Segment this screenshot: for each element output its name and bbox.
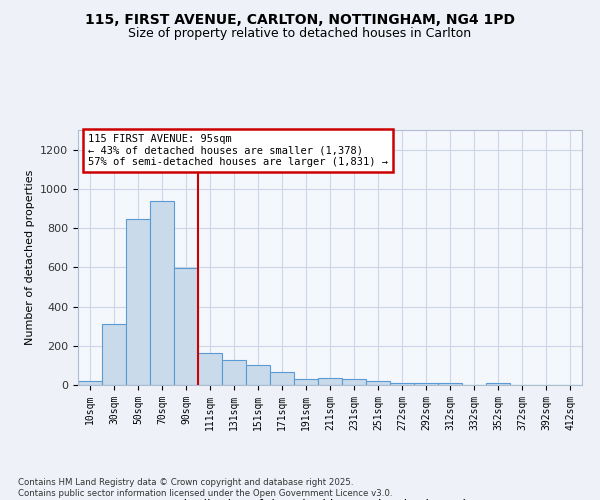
Text: 115 FIRST AVENUE: 95sqm
← 43% of detached houses are smaller (1,378)
57% of semi: 115 FIRST AVENUE: 95sqm ← 43% of detache… bbox=[88, 134, 388, 167]
Bar bbox=[294, 379, 318, 385]
Text: Size of property relative to detached houses in Carlton: Size of property relative to detached ho… bbox=[128, 28, 472, 40]
Text: Contains HM Land Registry data © Crown copyright and database right 2025.
Contai: Contains HM Land Registry data © Crown c… bbox=[18, 478, 392, 498]
Bar bbox=[438, 383, 462, 385]
Text: 115, FIRST AVENUE, CARLTON, NOTTINGHAM, NG4 1PD: 115, FIRST AVENUE, CARLTON, NOTTINGHAM, … bbox=[85, 12, 515, 26]
Bar bbox=[318, 378, 342, 385]
Bar bbox=[486, 383, 510, 385]
Bar bbox=[270, 372, 294, 385]
Bar bbox=[414, 383, 438, 385]
Bar bbox=[342, 379, 366, 385]
Bar bbox=[150, 200, 174, 385]
Bar bbox=[390, 383, 414, 385]
Bar bbox=[126, 219, 150, 385]
Y-axis label: Number of detached properties: Number of detached properties bbox=[25, 170, 35, 345]
Bar bbox=[222, 360, 246, 385]
Bar bbox=[102, 324, 126, 385]
Bar bbox=[174, 268, 198, 385]
Bar bbox=[246, 366, 270, 385]
Bar bbox=[366, 381, 390, 385]
Bar bbox=[198, 352, 222, 385]
Bar bbox=[78, 381, 102, 385]
